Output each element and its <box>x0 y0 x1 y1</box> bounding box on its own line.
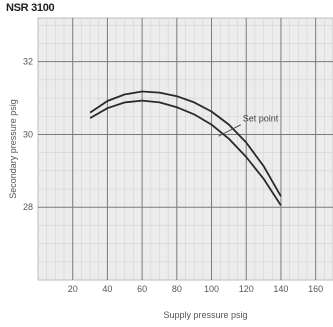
x-tick-label: 60 <box>137 284 147 294</box>
x-tick-label: 80 <box>172 284 182 294</box>
series-line-2 <box>89 99 282 206</box>
y-tick-label: 30 <box>23 129 33 139</box>
y-tick-label: 28 <box>23 202 33 212</box>
y-tick-label: 32 <box>23 57 33 67</box>
annotation-leader <box>218 124 241 137</box>
x-tick-label: 160 <box>308 284 323 294</box>
x-tick-label: 40 <box>102 284 112 294</box>
annotation-set-point: Set point <box>243 114 279 124</box>
chart-title: NSR 3100 <box>6 2 55 14</box>
x-tick-label: 140 <box>273 284 288 294</box>
series-line-1 <box>89 90 282 197</box>
x-tick-label: 120 <box>239 284 254 294</box>
y-axis-label: Secondary pressure psig <box>8 99 18 199</box>
x-axis-label: Supply pressure psig <box>163 310 247 320</box>
x-tick-label: 20 <box>68 284 78 294</box>
x-tick-label: 100 <box>204 284 219 294</box>
